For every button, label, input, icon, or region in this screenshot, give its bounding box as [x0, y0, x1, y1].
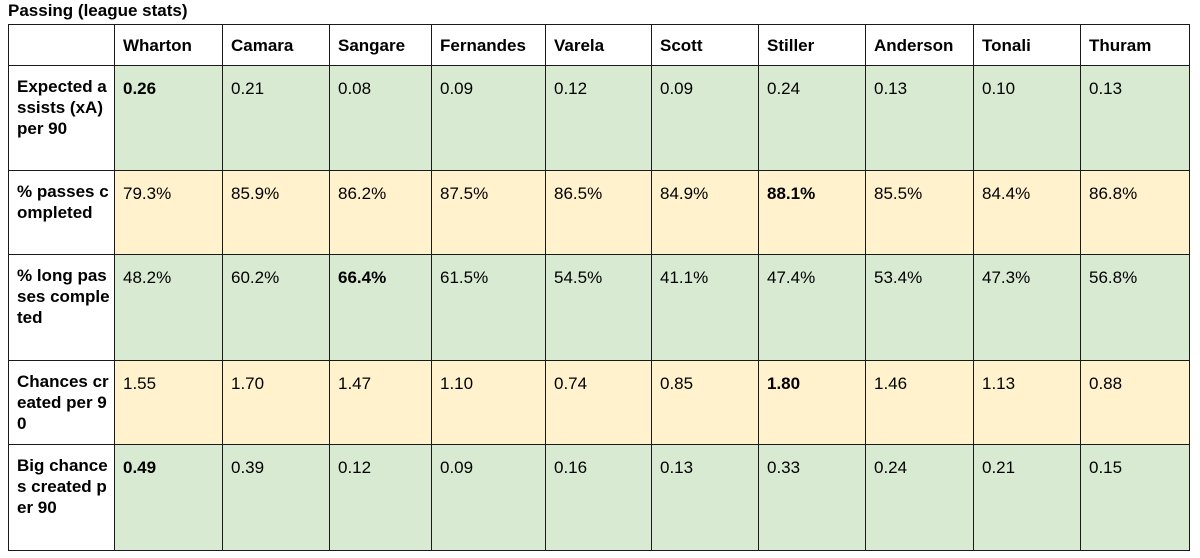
stat-cell: 86.8%	[1080, 170, 1190, 255]
column-header: Anderson	[865, 24, 974, 66]
stat-cell: 0.10	[973, 65, 1081, 171]
stat-cell: 0.33	[758, 444, 866, 551]
stat-cell: 1.55	[114, 360, 223, 445]
stat-cell: 61.5%	[431, 254, 546, 361]
table-row: Big chances created per 90 0.49 0.39 0.12 0.…	[8, 444, 1190, 551]
column-header: Thuram	[1080, 24, 1190, 66]
stat-cell: 0.12	[329, 444, 432, 551]
stat-cell: 0.26	[114, 65, 223, 171]
stat-cell: 41.1%	[651, 254, 759, 361]
stat-cell: 0.09	[651, 65, 759, 171]
stat-cell: 0.16	[545, 444, 652, 551]
header-row: Wharton Camara Sangare Fernandes Varela …	[8, 24, 1190, 66]
stat-cell: 48.2%	[114, 254, 223, 361]
stat-cell: 0.85	[651, 360, 759, 445]
stat-cell: 0.21	[222, 65, 330, 171]
stat-cell: 88.1%	[758, 170, 866, 255]
row-label: % passes completed	[8, 170, 115, 255]
stat-cell: 0.13	[865, 65, 974, 171]
stat-cell: 0.24	[758, 65, 866, 171]
stat-cell: 0.13	[1080, 65, 1190, 171]
stat-cell: 60.2%	[222, 254, 330, 361]
stat-cell: 0.13	[651, 444, 759, 551]
column-header: Stiller	[758, 24, 866, 66]
column-header: Wharton	[114, 24, 223, 66]
stat-cell: 84.4%	[973, 170, 1081, 255]
column-header: Sangare	[329, 24, 432, 66]
table-row: Chances created per 90 1.55 1.70 1.47 1.10 0.…	[8, 360, 1190, 445]
stat-cell: 85.9%	[222, 170, 330, 255]
stat-cell: 79.3%	[114, 170, 223, 255]
stat-cell: 84.9%	[651, 170, 759, 255]
stat-cell: 0.09	[431, 444, 546, 551]
stat-cell: 56.8%	[1080, 254, 1190, 361]
column-header: Scott	[651, 24, 759, 66]
stat-cell: 0.39	[222, 444, 330, 551]
stat-cell: 0.08	[329, 65, 432, 171]
stat-cell: 1.80	[758, 360, 866, 445]
stat-cell: 87.5%	[431, 170, 546, 255]
stat-cell: 0.12	[545, 65, 652, 171]
stat-cell: 0.74	[545, 360, 652, 445]
stat-cell: 86.2%	[329, 170, 432, 255]
stat-cell: 53.4%	[865, 254, 974, 361]
table-row: % passes completed 79.3% 85.9% 86.2% 87.5% 86…	[8, 170, 1190, 255]
stat-cell: 0.88	[1080, 360, 1190, 445]
row-label: Big chances created per 90	[8, 444, 115, 551]
column-header: Camara	[222, 24, 330, 66]
stat-cell: 0.09	[431, 65, 546, 171]
stat-cell: 1.46	[865, 360, 974, 445]
stat-cell: 85.5%	[865, 170, 974, 255]
stat-cell: 1.13	[973, 360, 1081, 445]
stat-cell: 1.10	[431, 360, 546, 445]
stat-cell: 0.24	[865, 444, 974, 551]
stat-cell: 0.21	[973, 444, 1081, 551]
stat-cell: 0.49	[114, 444, 223, 551]
stat-cell: 86.5%	[545, 170, 652, 255]
stat-cell: 47.3%	[973, 254, 1081, 361]
table-title: Passing (league stats)	[8, 1, 188, 20]
column-header: Fernandes	[431, 24, 546, 66]
stat-cell: 54.5%	[545, 254, 652, 361]
stat-cell: 1.47	[329, 360, 432, 445]
stat-cell: 1.70	[222, 360, 330, 445]
column-header: Tonali	[973, 24, 1081, 66]
table-row: % long passes completed 48.2% 60.2% 66.4% 61…	[8, 254, 1190, 361]
row-label: Chances created per 90	[8, 360, 115, 445]
stat-cell: 66.4%	[329, 254, 432, 361]
passing-stats-table: Wharton Camara Sangare Fernandes Varela …	[8, 24, 1190, 551]
stat-cell: 47.4%	[758, 254, 866, 361]
row-label: % long passes completed	[8, 254, 115, 361]
corner-cell	[8, 24, 115, 66]
column-header: Varela	[545, 24, 652, 66]
stat-cell: 0.15	[1080, 444, 1190, 551]
table-row: Expected assists (xA) per 90 0.26 0.21 0.08…	[8, 65, 1190, 171]
row-label: Expected assists (xA) per 90	[8, 65, 115, 171]
